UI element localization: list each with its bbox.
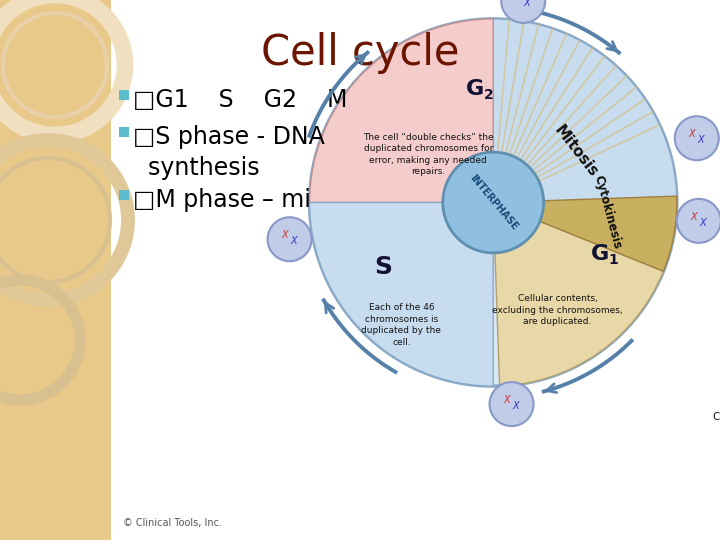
Text: Cell cycle arrest.: Cell cycle arrest. — [713, 411, 720, 422]
Wedge shape — [310, 202, 493, 386]
Text: S: S — [374, 255, 392, 279]
Text: X: X — [282, 230, 288, 240]
Text: □G1    S    G2    M: □G1 S G2 M — [133, 88, 347, 112]
Wedge shape — [493, 19, 677, 265]
Text: G: G — [466, 79, 485, 99]
Bar — [119, 90, 129, 100]
Text: Cytokinesis: Cytokinesis — [591, 173, 624, 250]
Wedge shape — [495, 221, 663, 386]
Text: X: X — [503, 395, 510, 405]
Text: Mitosis: Mitosis — [551, 123, 600, 180]
Text: X: X — [290, 236, 297, 246]
Circle shape — [310, 19, 677, 386]
Wedge shape — [310, 19, 493, 202]
Text: X: X — [512, 401, 519, 411]
Text: X: X — [524, 0, 531, 8]
Circle shape — [490, 382, 534, 426]
Circle shape — [677, 199, 720, 243]
Circle shape — [443, 152, 544, 253]
Text: Cell cycle: Cell cycle — [261, 32, 459, 74]
Wedge shape — [540, 196, 677, 271]
Text: 1: 1 — [609, 253, 618, 267]
Text: X: X — [515, 0, 521, 2]
Circle shape — [501, 0, 545, 23]
Text: G: G — [590, 244, 609, 264]
Text: X: X — [688, 129, 695, 139]
Text: INTERPHASE: INTERPHASE — [467, 173, 519, 232]
Text: X: X — [698, 135, 704, 145]
Bar — [119, 190, 129, 200]
Bar — [111, 0, 720, 540]
Bar — [0, 0, 111, 540]
Circle shape — [675, 116, 719, 160]
Text: X: X — [690, 212, 697, 222]
Text: □S phase - DNA
  synthesis: □S phase - DNA synthesis — [133, 125, 325, 180]
Text: □M phase – mi: □M phase – mi — [133, 188, 311, 212]
Text: 2: 2 — [485, 87, 494, 102]
Text: © Clinical Tools, Inc.: © Clinical Tools, Inc. — [123, 518, 222, 528]
Text: Cellular contents,
excluding the chromosomes,
are duplicated.: Cellular contents, excluding the chromos… — [492, 294, 623, 326]
Text: Each of the 46
chromosomes is
duplicated by the
cell.: Each of the 46 chromosomes is duplicated… — [361, 303, 441, 347]
Bar — [119, 127, 129, 137]
Text: The cell “double checks” the
duplicated chromosomes for
error, making any needed: The cell “double checks” the duplicated … — [363, 133, 493, 176]
Text: X: X — [700, 218, 706, 228]
Circle shape — [268, 217, 312, 261]
